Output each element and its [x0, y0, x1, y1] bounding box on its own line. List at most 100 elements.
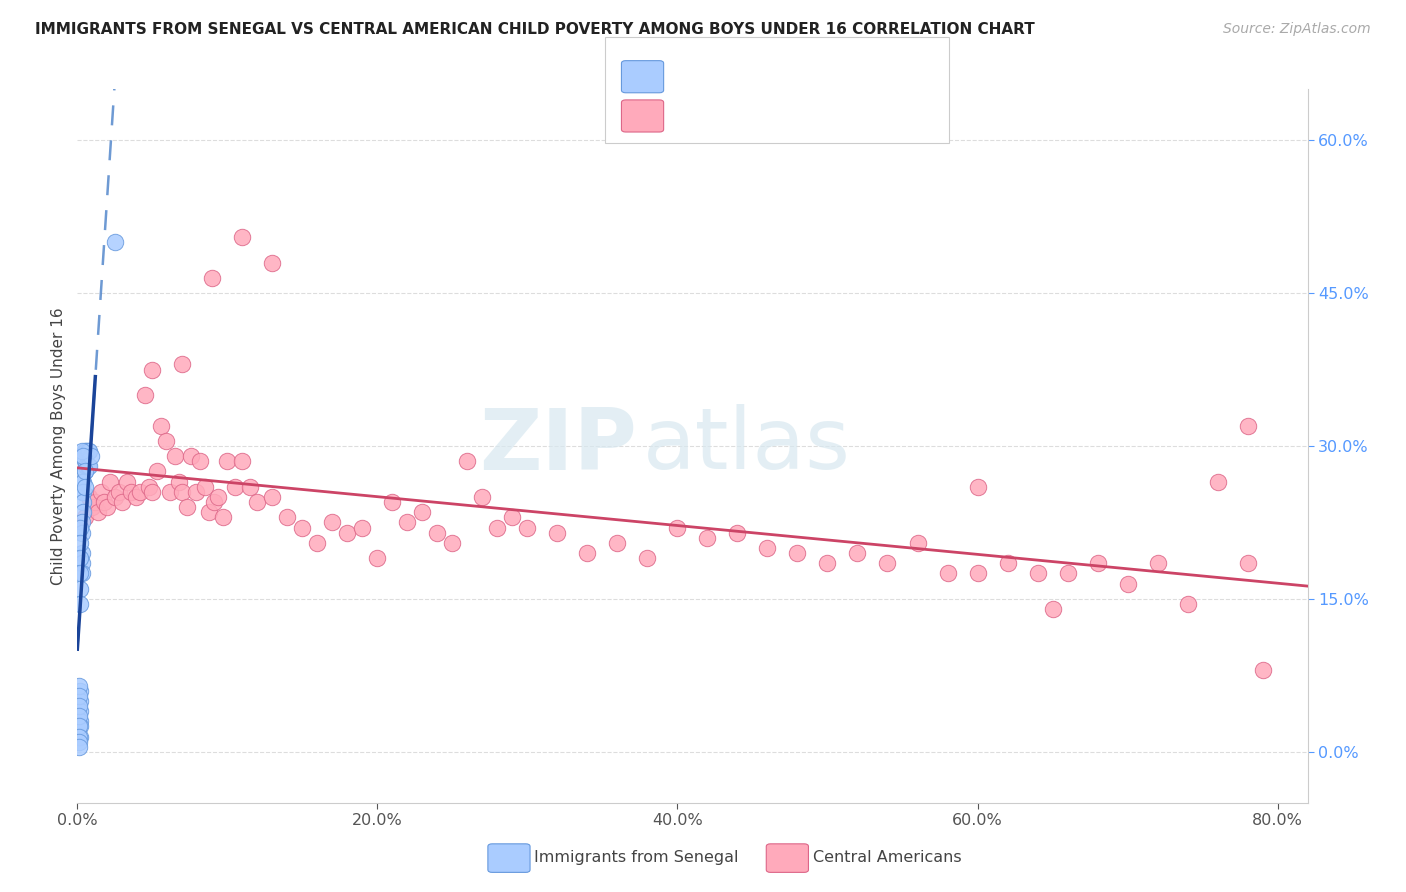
Point	[69, 704, 91, 718]
Point	[70, 525, 93, 540]
Point	[69, 714, 91, 729]
Point	[163, 449, 186, 463]
Point	[69, 683, 91, 698]
Point	[1236, 418, 1258, 433]
Point	[67, 709, 90, 723]
Point	[111, 495, 134, 509]
Point	[72, 505, 94, 519]
Point	[82, 500, 104, 515]
Text: R =: R =	[671, 62, 710, 79]
Point	[84, 495, 107, 509]
Point	[846, 546, 869, 560]
Point	[134, 388, 156, 402]
Point	[79, 444, 101, 458]
Point	[907, 536, 929, 550]
Point	[516, 520, 538, 534]
Point	[73, 454, 96, 468]
Point	[104, 235, 127, 249]
Point	[224, 480, 246, 494]
Point	[76, 459, 98, 474]
Point	[73, 465, 96, 479]
Point	[966, 566, 988, 581]
Point	[169, 475, 191, 489]
Point	[426, 525, 449, 540]
Point	[411, 505, 433, 519]
Point	[108, 484, 131, 499]
Text: Immigrants from Senegal: Immigrants from Senegal	[534, 850, 738, 864]
Point	[231, 230, 253, 244]
Point	[79, 490, 101, 504]
Point	[79, 459, 101, 474]
Y-axis label: Child Poverty Among Boys Under 16: Child Poverty Among Boys Under 16	[51, 307, 66, 585]
Point	[72, 484, 94, 499]
Point	[1116, 576, 1139, 591]
Point	[1236, 556, 1258, 570]
Point	[176, 500, 198, 515]
Point	[291, 520, 314, 534]
Point	[756, 541, 779, 555]
Point	[69, 566, 91, 581]
Point	[207, 490, 229, 504]
Text: Central Americans: Central Americans	[813, 850, 962, 864]
Point	[1042, 602, 1064, 616]
Point	[73, 465, 96, 479]
Point	[188, 454, 212, 468]
Point	[72, 475, 94, 489]
Point	[217, 454, 239, 468]
Point	[69, 597, 91, 611]
Point	[262, 490, 284, 504]
Point	[69, 694, 91, 708]
Point	[1251, 663, 1274, 677]
Point	[104, 490, 127, 504]
Point	[129, 484, 152, 499]
Point	[125, 490, 148, 504]
Point	[72, 449, 94, 463]
Point	[67, 698, 90, 713]
Point	[70, 556, 93, 570]
Point	[336, 525, 359, 540]
Point	[696, 531, 718, 545]
Point	[69, 536, 91, 550]
Point	[73, 444, 96, 458]
Point	[159, 484, 181, 499]
Point	[198, 505, 221, 519]
Point	[1146, 556, 1168, 570]
Point	[67, 679, 90, 693]
Point	[120, 484, 142, 499]
Point	[67, 734, 90, 748]
Point	[180, 449, 202, 463]
Text: ZIP: ZIP	[479, 404, 637, 488]
Point	[606, 536, 628, 550]
Point	[67, 719, 90, 733]
Point	[352, 520, 374, 534]
Point	[70, 566, 93, 581]
Point	[172, 484, 194, 499]
Point	[150, 418, 173, 433]
Point	[212, 510, 235, 524]
Point	[184, 484, 207, 499]
Point	[276, 510, 298, 524]
Point	[501, 510, 523, 524]
Point	[997, 556, 1019, 570]
Point	[486, 520, 509, 534]
Point	[141, 484, 163, 499]
Point	[93, 495, 115, 509]
Point	[70, 444, 93, 458]
Point	[73, 510, 96, 524]
Point	[202, 495, 225, 509]
Point	[231, 454, 253, 468]
Point	[817, 556, 839, 570]
Point	[381, 495, 404, 509]
Point	[73, 480, 96, 494]
Point	[441, 536, 464, 550]
Point	[70, 516, 93, 530]
Point	[636, 551, 658, 566]
Point	[966, 480, 988, 494]
Point	[70, 475, 93, 489]
Point	[262, 255, 284, 269]
Point	[1087, 556, 1109, 570]
Text: 0.262: 0.262	[713, 62, 765, 79]
Point	[69, 551, 91, 566]
Point	[98, 475, 121, 489]
Point	[1177, 597, 1199, 611]
